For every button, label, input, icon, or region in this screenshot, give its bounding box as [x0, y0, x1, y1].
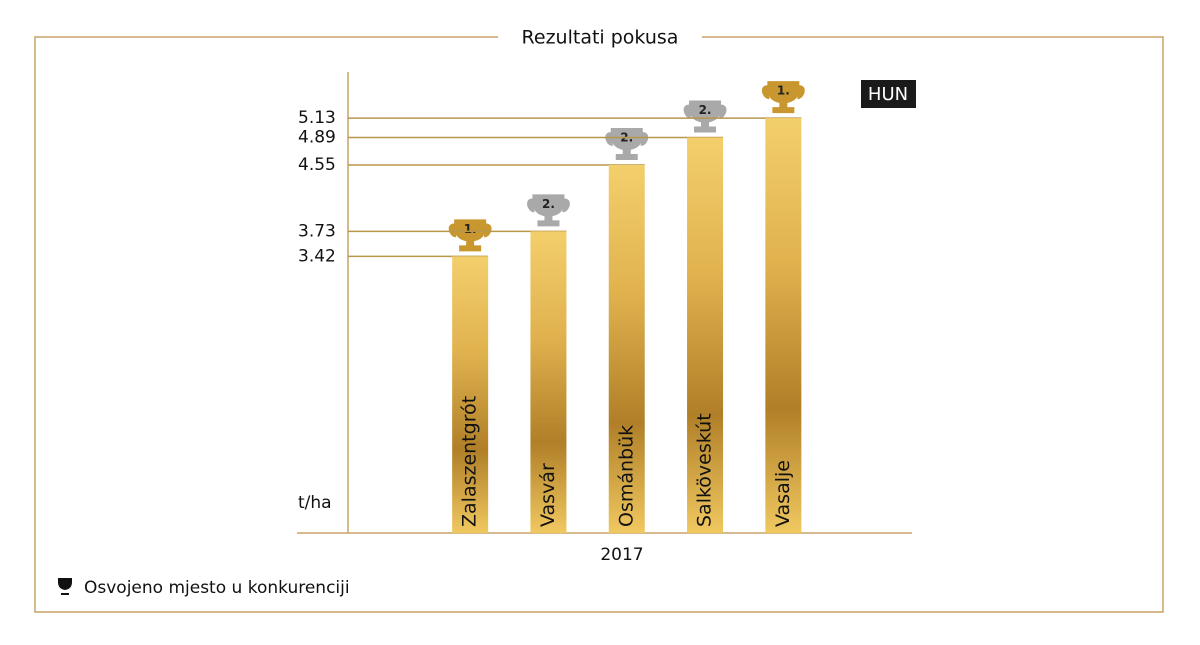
trophy	[605, 128, 649, 161]
trophy	[527, 194, 570, 227]
chart-title: Rezultati pokusa	[522, 27, 679, 49]
rank-label: 1.	[777, 84, 790, 98]
value-label: 4.55	[298, 155, 336, 175]
value-label: 5.13	[298, 108, 336, 128]
rank-label: 2.	[699, 103, 712, 117]
y-axis-label: t/ha	[298, 493, 332, 513]
legend-icon	[58, 578, 72, 595]
value-label: 3.42	[298, 246, 336, 266]
category-label: Vasvár	[537, 463, 559, 527]
bar	[452, 256, 489, 533]
category-label: Salköveskút	[694, 413, 716, 527]
rank-label: 2.	[542, 197, 555, 211]
category-label: Zalaszentgrót	[459, 396, 481, 527]
bar	[530, 231, 567, 533]
value-label: 3.73	[298, 221, 336, 241]
bar	[687, 137, 724, 533]
category-label: Osmánbük	[615, 425, 637, 527]
trophy	[683, 100, 727, 133]
frame	[34, 36, 1164, 613]
trophy	[761, 81, 805, 114]
value-label: 4.89	[298, 128, 336, 148]
x-axis-label: 2017	[600, 545, 643, 565]
badge: HUN	[868, 84, 908, 105]
legend-text: Osvojeno mjesto u konkurenciji	[84, 578, 350, 598]
bar	[765, 118, 802, 533]
category-label: Vasalje	[772, 460, 794, 527]
bar	[608, 165, 645, 533]
rank-label: 1.	[464, 222, 477, 236]
title-bg	[498, 25, 702, 51]
badge-bg	[861, 80, 916, 108]
